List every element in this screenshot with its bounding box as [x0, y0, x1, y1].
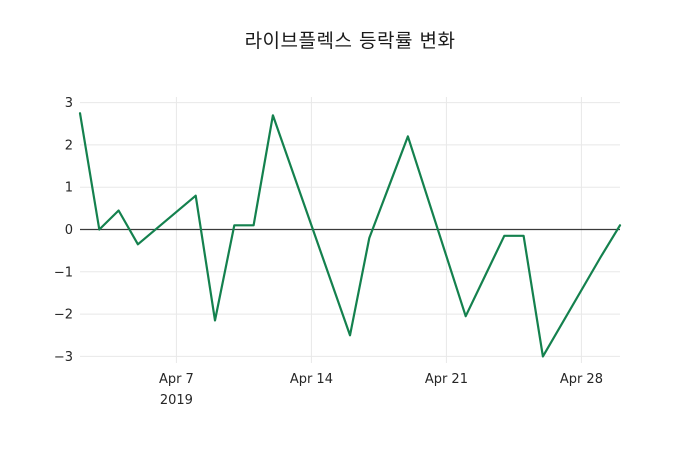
- y-tick-label: −2: [54, 308, 73, 323]
- chart-title: 라이브플렉스 등락률 변화: [244, 30, 456, 52]
- x-tick-label: Apr 7: [159, 372, 194, 387]
- x-tick-label: Apr 21: [425, 372, 468, 387]
- x-tick-label: Apr 14: [290, 372, 333, 387]
- y-tick-label: −1: [54, 265, 73, 280]
- y-tick-label: 1: [65, 181, 73, 196]
- y-tick-label: −3: [54, 350, 73, 365]
- price-change-line: [78, 112, 622, 358]
- x-tick-year-label: 2019: [160, 393, 193, 408]
- y-tick-label: 0: [65, 223, 73, 238]
- x-tick-label: Apr 28: [560, 372, 603, 387]
- y-tick-label: 2: [65, 138, 73, 153]
- y-tick-label: 3: [65, 96, 73, 111]
